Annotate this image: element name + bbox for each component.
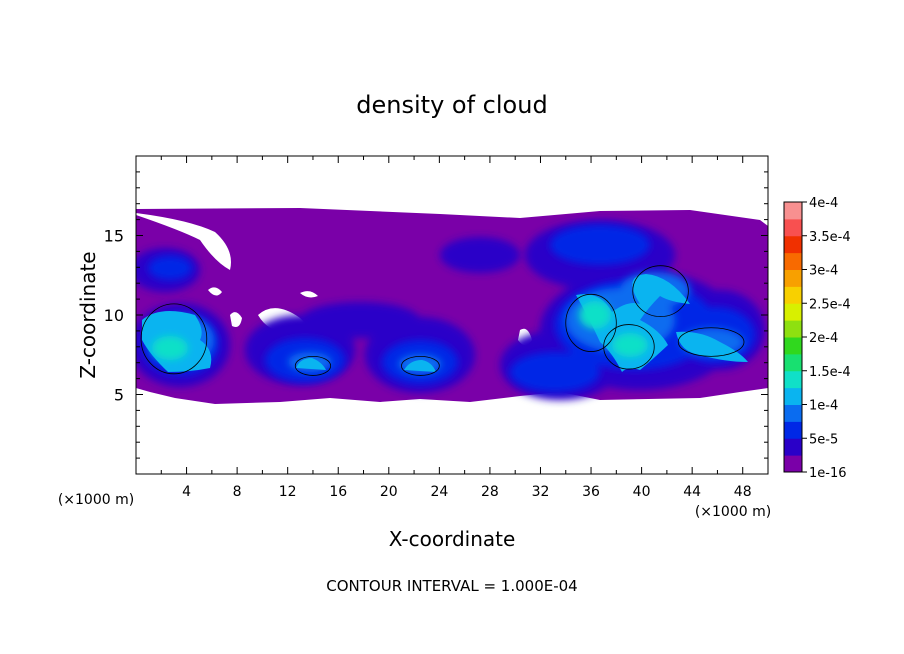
colorbar-swatch bbox=[784, 421, 802, 439]
y-tick-label: 5 bbox=[114, 386, 124, 405]
x-unit-right: (×1000 m) bbox=[695, 504, 771, 520]
colorbar-label: 4e-4 bbox=[809, 196, 838, 211]
x-tick-label: 16 bbox=[329, 484, 347, 500]
contour-line bbox=[603, 324, 655, 370]
contour-line bbox=[401, 355, 440, 376]
y-tick-label: 10 bbox=[104, 306, 124, 325]
colorbar-swatch bbox=[784, 353, 802, 372]
x-tick-label: 12 bbox=[279, 484, 297, 500]
x-unit-left: (×1000 m) bbox=[58, 492, 134, 508]
colorbar-swatch bbox=[784, 269, 802, 287]
contour-line bbox=[677, 327, 745, 357]
x-axis: 4 8 12 16 20 24 28 32 36 40 44 48 bbox=[160, 156, 752, 500]
cloud-gaps bbox=[136, 213, 532, 345]
contour-line bbox=[565, 293, 617, 352]
colorbar-swatch bbox=[784, 370, 802, 389]
contour-line bbox=[140, 303, 208, 375]
colorbar-label: 2.5e-4 bbox=[809, 297, 851, 312]
x-tick-label: 36 bbox=[582, 484, 600, 500]
x-tick-label: 8 bbox=[233, 484, 242, 500]
y-axis: 5 10 15 bbox=[104, 171, 768, 459]
colorbar-swatch bbox=[784, 337, 802, 355]
colorbar-swatch bbox=[784, 218, 802, 237]
contour-line bbox=[294, 355, 332, 376]
colorbar-swatch bbox=[784, 235, 802, 254]
colorbar-swatch bbox=[784, 404, 802, 422]
contour-line bbox=[632, 265, 689, 317]
colorbar-label: 1e-4 bbox=[809, 399, 838, 414]
x-tick-label: 24 bbox=[430, 484, 448, 500]
cloud-layer-green bbox=[152, 301, 648, 360]
x-tick-label: 40 bbox=[633, 484, 651, 500]
colorbar-swatch bbox=[784, 202, 802, 220]
x-tick-label: 4 bbox=[182, 484, 191, 500]
x-tick-label: 28 bbox=[481, 484, 499, 500]
colorbar-swatch bbox=[784, 387, 802, 405]
y-tick-label: 15 bbox=[104, 227, 124, 246]
contour-interval-footer: CONTOUR INTERVAL = 1.000E-04 bbox=[326, 577, 577, 595]
colorbar-swatch bbox=[784, 303, 802, 321]
colorbar-swatch bbox=[784, 320, 802, 338]
colorbar-label: 3.5e-4 bbox=[809, 230, 851, 245]
x-axis-label: X-coordinate bbox=[389, 527, 516, 551]
colorbar-swatch bbox=[784, 252, 802, 270]
colorbar-label: 2e-4 bbox=[809, 331, 838, 346]
colorbar-label: 3e-4 bbox=[809, 264, 838, 279]
colorbar-swatch bbox=[784, 455, 802, 473]
colorbar-label: 5e-5 bbox=[809, 432, 838, 447]
chart-title: density of cloud bbox=[356, 91, 547, 119]
colorbar: 1e-16 5e-5 1e-4 1.5e-4 2e-4 2.5e-4 3e-4 3.5e-4 4… bbox=[783, 196, 851, 481]
y-axis-label: Z-coordinate bbox=[76, 251, 100, 378]
colorbar-swatch bbox=[784, 286, 802, 304]
plot-area bbox=[136, 156, 768, 474]
colorbar-label: 1.5e-4 bbox=[809, 365, 851, 380]
x-tick-label: 20 bbox=[380, 484, 398, 500]
contour-lines bbox=[140, 265, 745, 376]
x-tick-label: 32 bbox=[532, 484, 550, 500]
x-tick-label: 48 bbox=[734, 484, 752, 500]
colorbar-label: 1e-16 bbox=[809, 466, 847, 481]
x-tick-label: 44 bbox=[683, 484, 701, 500]
colorbar-swatch bbox=[784, 438, 802, 456]
